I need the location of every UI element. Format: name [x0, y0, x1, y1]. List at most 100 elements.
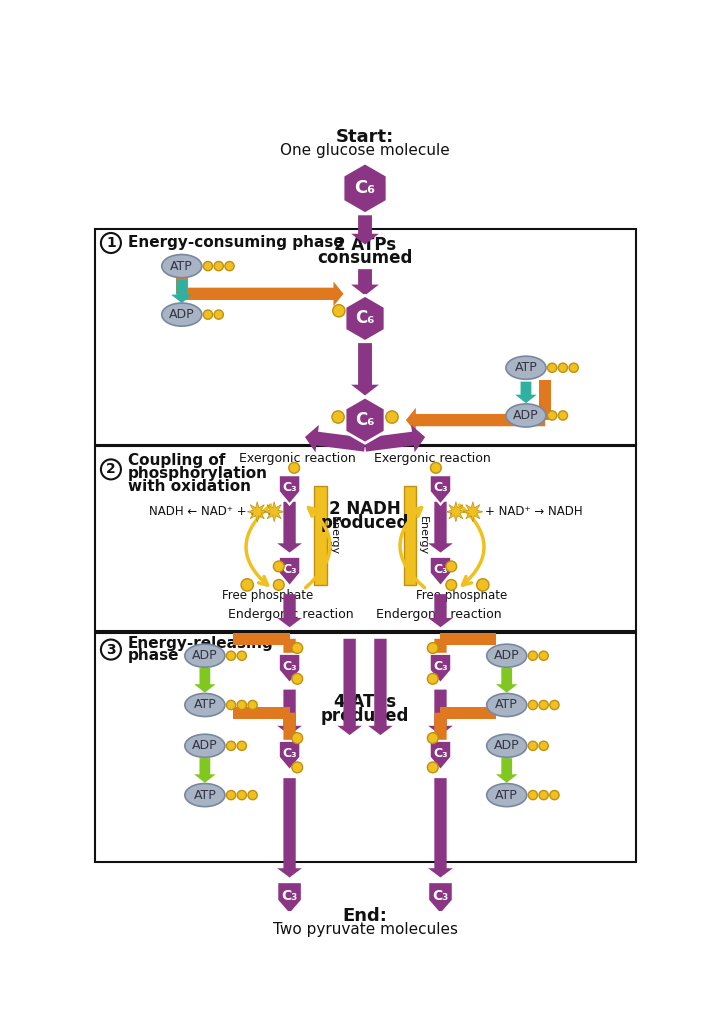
FancyBboxPatch shape [95, 633, 636, 862]
Text: ADP: ADP [494, 649, 520, 663]
Polygon shape [279, 740, 300, 770]
Polygon shape [496, 668, 518, 692]
Text: Energy-consuming phase: Energy-consuming phase [128, 236, 344, 251]
Polygon shape [441, 707, 496, 719]
Ellipse shape [162, 255, 202, 278]
Text: ADP: ADP [192, 739, 217, 753]
Bar [314, 486, 327, 585]
Circle shape [292, 643, 302, 653]
Text: NADH ← NAD⁺ +: NADH ← NAD⁺ + [149, 505, 247, 518]
Circle shape [539, 791, 548, 800]
Circle shape [101, 460, 121, 479]
Polygon shape [406, 408, 545, 432]
Text: ATP: ATP [193, 788, 216, 802]
Bar [404, 486, 416, 585]
Text: Energy: Energy [418, 516, 429, 555]
Text: e⁻: e⁻ [466, 508, 479, 517]
Polygon shape [429, 594, 453, 628]
Polygon shape [277, 713, 302, 767]
Text: 2 NADH: 2 NADH [329, 501, 401, 518]
Polygon shape [429, 778, 453, 878]
Text: ATP: ATP [193, 698, 216, 712]
Circle shape [214, 261, 223, 270]
Circle shape [248, 791, 257, 800]
Circle shape [558, 364, 568, 373]
Circle shape [203, 261, 212, 270]
Circle shape [539, 700, 548, 710]
Polygon shape [441, 633, 496, 645]
Ellipse shape [487, 783, 527, 807]
Ellipse shape [487, 734, 527, 758]
Text: End:: End: [342, 907, 387, 925]
Text: ATP: ATP [496, 698, 518, 712]
Text: C₆: C₆ [355, 411, 375, 429]
Polygon shape [429, 713, 453, 767]
Polygon shape [352, 215, 379, 245]
Polygon shape [429, 882, 453, 914]
Text: ADP: ADP [513, 409, 539, 422]
Circle shape [292, 762, 302, 773]
Circle shape [227, 651, 236, 660]
Text: ADP: ADP [192, 649, 217, 663]
Circle shape [237, 651, 247, 660]
Polygon shape [233, 707, 289, 719]
Text: e⁻: e⁻ [449, 508, 462, 517]
Polygon shape [345, 295, 385, 342]
Circle shape [248, 700, 257, 710]
Text: Energy: Energy [329, 516, 339, 555]
Text: C₆: C₆ [355, 309, 375, 328]
FancyBboxPatch shape [95, 446, 636, 631]
Circle shape [477, 579, 489, 591]
Text: 1: 1 [106, 236, 116, 250]
Circle shape [237, 741, 247, 751]
Text: C₃: C₃ [282, 563, 297, 575]
Text: phase: phase [128, 648, 180, 664]
Circle shape [227, 741, 236, 751]
Circle shape [427, 762, 438, 773]
Polygon shape [277, 594, 302, 628]
Circle shape [446, 580, 456, 590]
Bar [539, 380, 551, 420]
Polygon shape [352, 269, 379, 295]
Text: with oxidation: with oxidation [128, 479, 251, 494]
Text: Exergonic reaction: Exergonic reaction [239, 453, 356, 465]
Polygon shape [194, 668, 215, 692]
Polygon shape [429, 502, 453, 553]
Circle shape [227, 791, 236, 800]
Polygon shape [446, 502, 466, 522]
Circle shape [539, 741, 548, 751]
Circle shape [427, 733, 438, 743]
Polygon shape [430, 557, 451, 586]
Text: C₃: C₃ [434, 660, 448, 673]
Polygon shape [515, 382, 537, 403]
Circle shape [332, 411, 344, 423]
Circle shape [101, 640, 121, 659]
Polygon shape [368, 639, 393, 735]
Text: ATP: ATP [515, 361, 538, 374]
Text: C₃: C₃ [434, 481, 448, 495]
Text: C₃: C₃ [282, 748, 297, 760]
Polygon shape [364, 425, 425, 453]
Circle shape [528, 791, 538, 800]
Polygon shape [233, 633, 289, 645]
Polygon shape [194, 758, 215, 782]
Ellipse shape [185, 783, 225, 807]
Text: C₃: C₃ [282, 660, 297, 673]
Circle shape [550, 700, 559, 710]
Polygon shape [279, 475, 300, 505]
Text: 3: 3 [106, 643, 116, 656]
Polygon shape [171, 280, 193, 303]
Circle shape [550, 791, 559, 800]
Circle shape [427, 674, 438, 684]
Text: Energy-releasing: Energy-releasing [128, 636, 274, 651]
Polygon shape [343, 163, 387, 214]
Circle shape [528, 651, 538, 660]
Circle shape [289, 463, 299, 473]
Polygon shape [430, 740, 451, 770]
Text: Endergonic reaction: Endergonic reaction [376, 607, 502, 621]
Polygon shape [277, 689, 302, 735]
Polygon shape [429, 689, 453, 735]
Circle shape [569, 364, 578, 373]
Polygon shape [277, 778, 302, 878]
Ellipse shape [506, 356, 546, 379]
